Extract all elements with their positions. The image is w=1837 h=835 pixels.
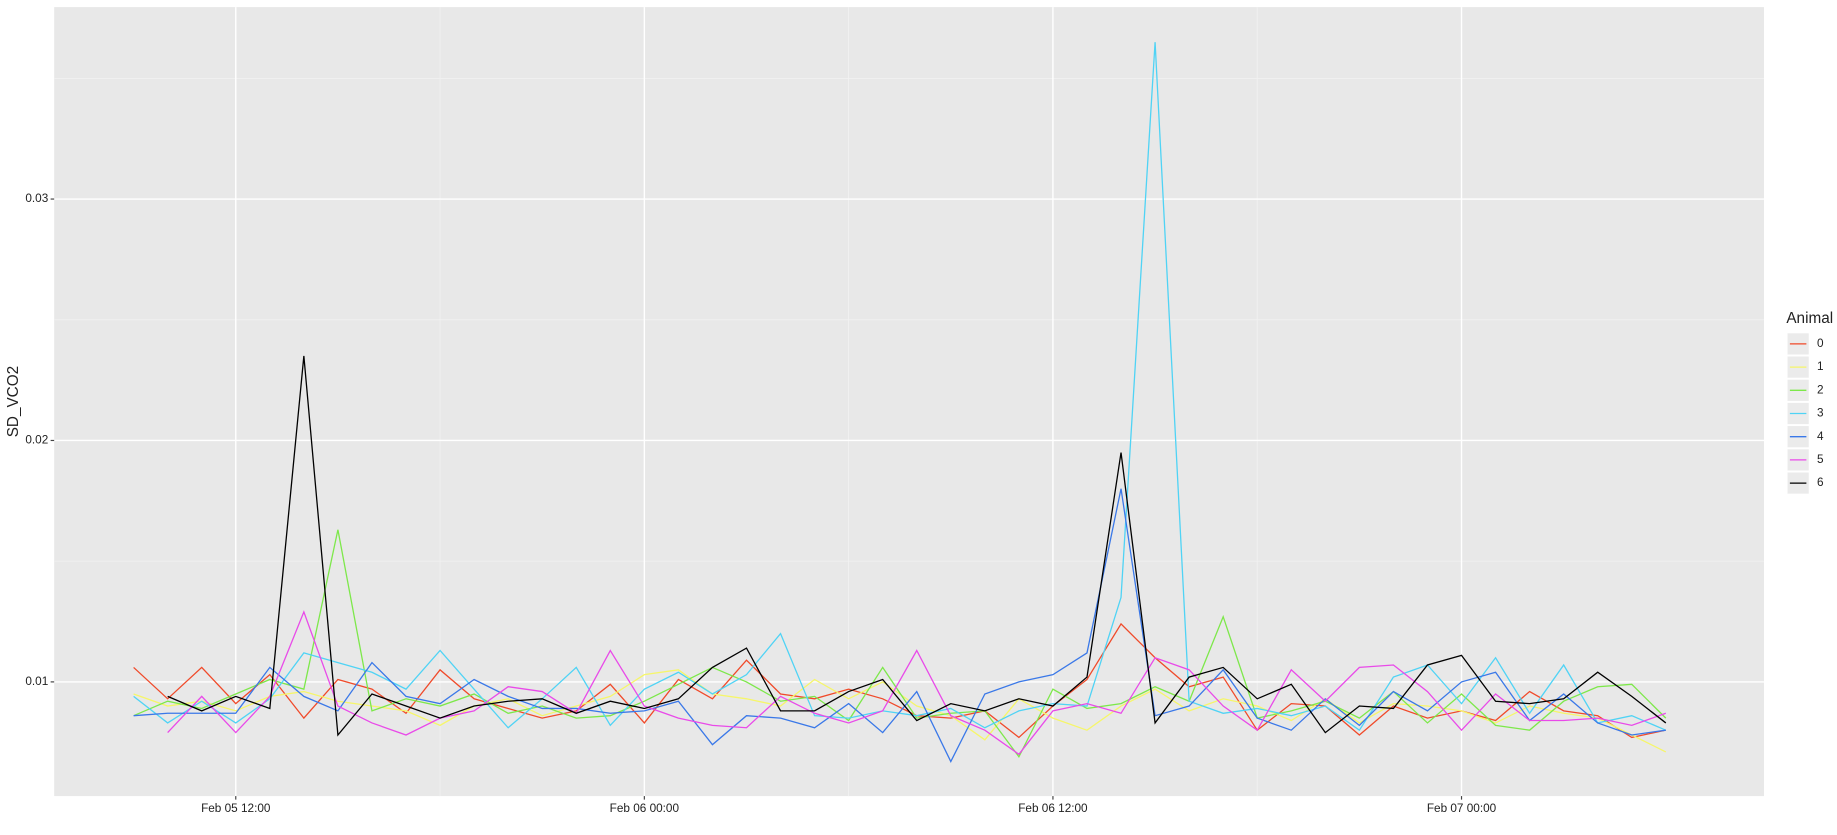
series-line [133,42,1667,732]
series-line [133,669,1667,753]
series-line [167,610,1667,756]
grid [54,7,1764,797]
series-line [133,529,1667,758]
lines [133,42,1667,764]
axes: 0.01 0.02 0.03 Feb 05 12:00 Feb 06 00:00 Feb … [25,192,1496,815]
series-line [133,622,1666,739]
y-axis-label: SD_VCO2 [5,366,22,437]
legend-label: 2 [1817,383,1824,396]
x-tick-label: Feb 06 12:00 [1018,802,1088,815]
y-tick-label: 0.03 [25,192,48,205]
legend-label: 3 [1817,407,1824,420]
legend-label: 6 [1817,476,1824,489]
legend-label: 5 [1817,453,1824,466]
x-tick-label: Feb 07 00:00 [1427,802,1497,815]
legend-label: 1 [1817,360,1824,373]
series-line [133,488,1666,764]
legend-title: Animal [1786,310,1833,327]
legend-label: 0 [1817,337,1824,350]
y-tick-label: 0.02 [25,434,48,447]
legend: 0 1 2 3 4 5 6 [1787,333,1824,494]
series-line [167,355,1667,737]
x-tick-label: Feb 06 00:00 [610,802,680,815]
legend-label: 4 [1817,430,1824,443]
y-tick-label: 0.01 [25,675,48,688]
x-tick-label: Feb 05 12:00 [201,802,271,815]
